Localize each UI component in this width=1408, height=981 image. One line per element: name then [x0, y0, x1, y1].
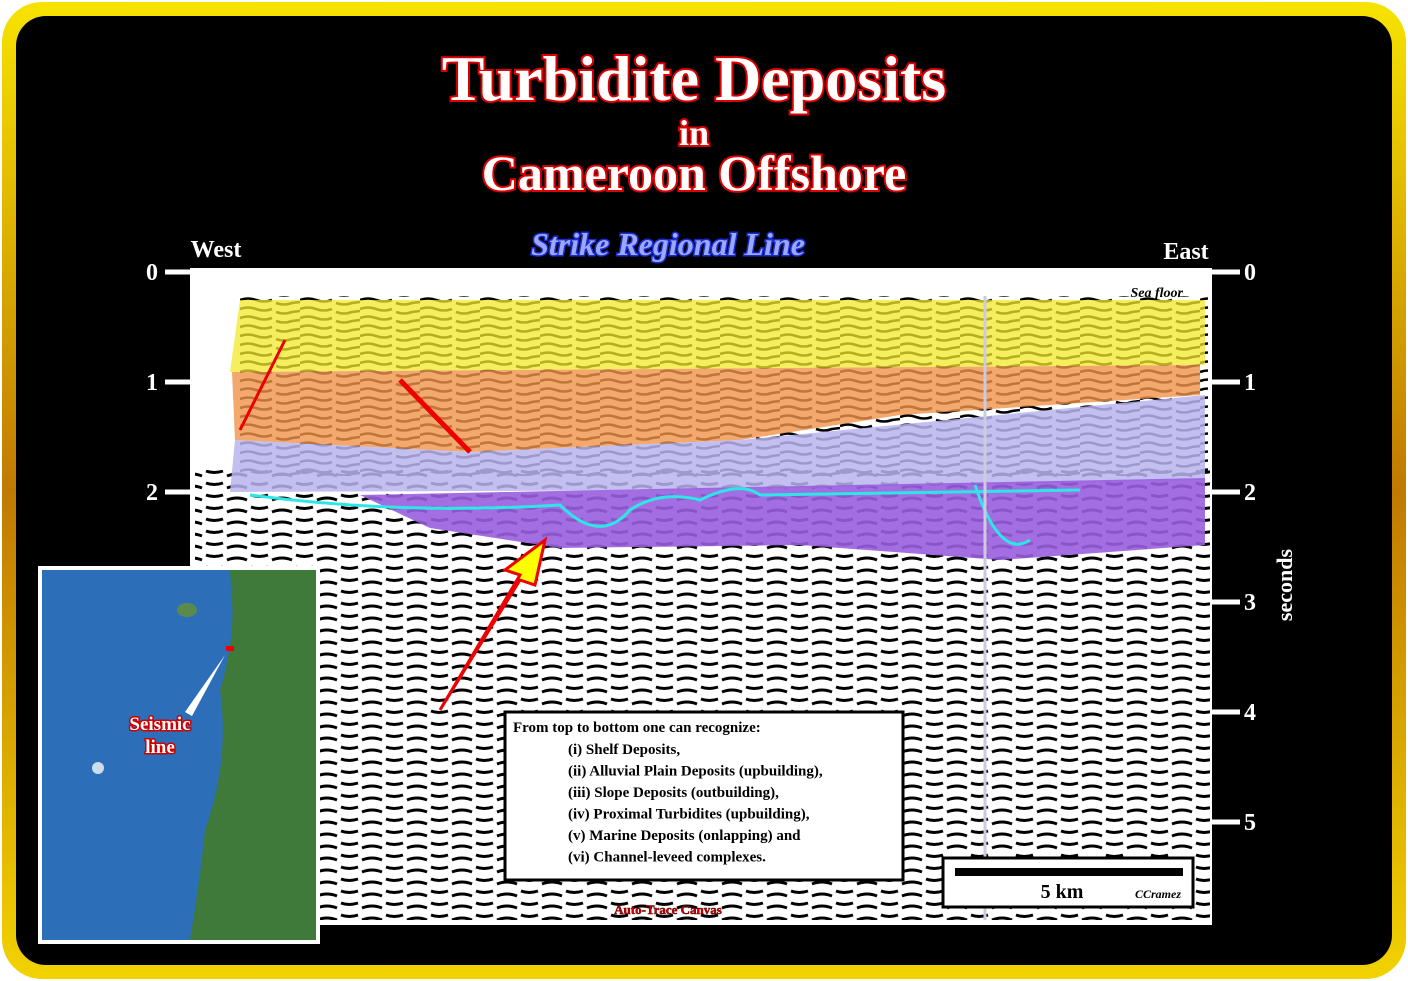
east-label: East [1163, 239, 1208, 265]
title: in [679, 113, 709, 153]
scale-bar [955, 868, 1183, 876]
scale-label: 5 km [1041, 881, 1084, 903]
scale-box [941, 856, 1195, 909]
title: Turbidite Deposits [442, 43, 946, 114]
tick-label: 1 [146, 370, 158, 396]
credit: CCramez [1135, 887, 1181, 901]
west-label: West [191, 237, 242, 263]
tick-label: 3 [1244, 590, 1256, 616]
tick-label: 5 [1244, 810, 1256, 836]
tick-label: 2 [146, 480, 158, 506]
tick-label: 0 [1244, 260, 1256, 286]
inset-map [38, 566, 320, 944]
axis-label: seconds [1272, 549, 1297, 622]
inset-label: Seismic [129, 714, 190, 735]
legend-item: (vi) Channel-leveed complexes. [568, 850, 766, 866]
subtitle: Strike Regional Line [531, 226, 805, 262]
watermark: Auto-Trace Canvas [614, 902, 722, 917]
tick-label: 0 [146, 260, 158, 286]
legend-heading: From top to bottom one can recognize: [513, 720, 761, 736]
tick-label: 4 [1244, 700, 1256, 726]
ticks: 0 1 2 0 1 2 3 4 5 [146, 260, 1256, 836]
legend-item: (iv) Proximal Turbidites (upbuilding), [568, 807, 810, 823]
legend-items: (i) Shelf Deposits, (ii) Alluvial Plain D… [568, 742, 823, 866]
tick-label: 1 [1244, 370, 1256, 396]
sea-floor-label: Sea floor [1131, 286, 1184, 301]
legend-item: (ii) Alluvial Plain Deposits (upbuilding… [568, 764, 823, 780]
tick-label: 2 [1244, 480, 1256, 506]
legend-item: (i) Shelf Deposits, [568, 742, 680, 758]
legend-box [503, 710, 905, 882]
title: Cameroon Offshore [482, 145, 907, 201]
legend-item: (v) Marine Deposits (onlapping) and [568, 828, 801, 844]
legend-item: (iii) Slope Deposits (outbuilding), [568, 785, 779, 801]
inset-label: line [145, 737, 175, 758]
